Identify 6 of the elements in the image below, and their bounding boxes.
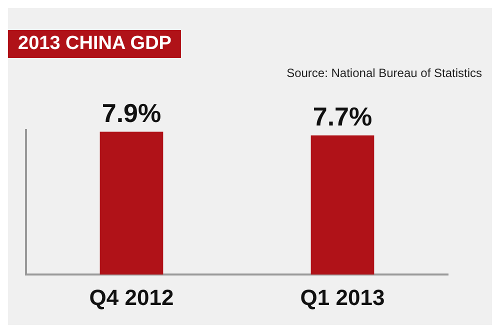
data-label: 7.7% [312,102,372,132]
x-tick-label: Q1 2013 [300,284,385,310]
x-tick-label: Q4 2012 [89,284,174,310]
data-label: 7.9% [102,98,162,128]
source-note: Source: National Bureau of Statistics [286,66,482,80]
chart-title: 2013 CHINA GDP [8,30,182,58]
